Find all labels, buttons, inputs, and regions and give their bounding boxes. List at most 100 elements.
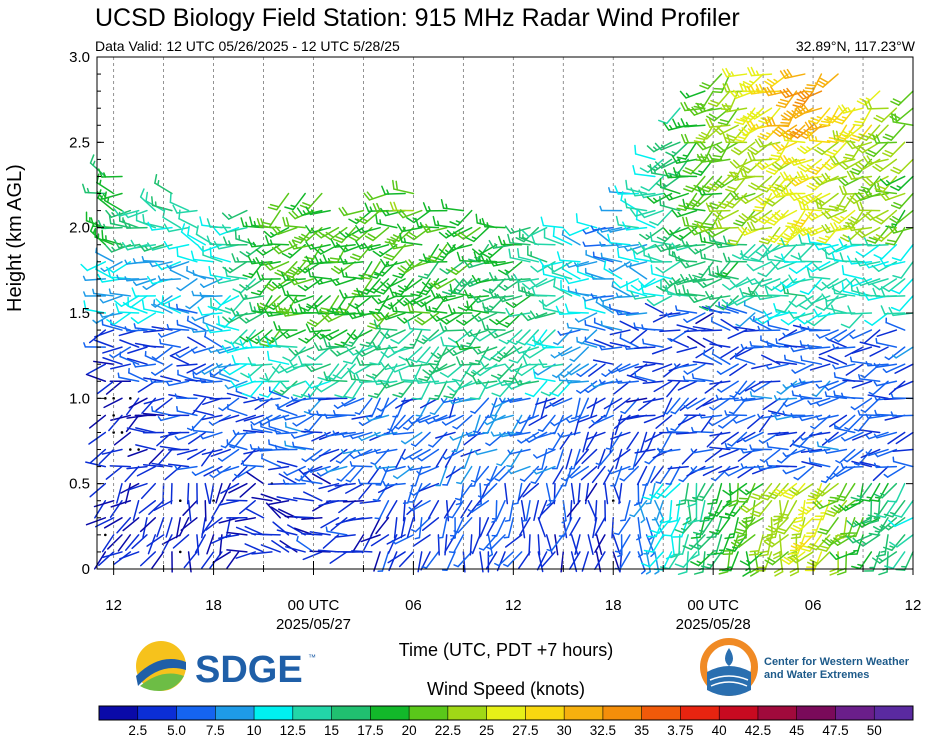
wind-barb [180, 517, 198, 531]
wind-barb [699, 175, 723, 193]
wind-barb [157, 448, 173, 466]
wind-barb [205, 517, 223, 531]
wind-barb [398, 551, 415, 568]
wind-barb [835, 448, 856, 464]
wind-barb-calm [120, 431, 124, 434]
wind-barb [674, 551, 698, 568]
wind-barb [845, 363, 864, 376]
wind-barb [183, 551, 198, 569]
wind-barb [301, 430, 323, 434]
wind-barb [758, 431, 781, 444]
wind-barb [892, 456, 914, 468]
wind-barb [860, 482, 881, 502]
wind-barb [682, 284, 706, 297]
wind-barb [520, 499, 526, 522]
wind-barb [82, 183, 107, 195]
wind-barb [737, 465, 756, 479]
wind-barb [368, 295, 390, 314]
wind-barb [864, 312, 889, 326]
wind-barb [271, 225, 298, 236]
wind-barb [455, 482, 465, 506]
wind-barb [718, 414, 739, 429]
wind-barb [311, 431, 331, 442]
wind-barb [716, 261, 739, 278]
wind-barb [883, 534, 906, 551]
wind-barb [351, 517, 373, 521]
wind-barb [438, 312, 465, 325]
wind-barb [233, 329, 256, 347]
wind-barb [232, 429, 256, 436]
wind-barb [341, 397, 365, 407]
wind-barb [333, 397, 356, 409]
wind-barb [338, 243, 365, 253]
wind-barb [865, 448, 889, 457]
wind-barb [538, 499, 548, 521]
wind-barb [873, 462, 898, 469]
wind-barb [818, 356, 839, 365]
wind-barb [804, 226, 831, 237]
wind-barb [800, 448, 823, 453]
wind-barb [243, 397, 265, 404]
wind-barb [479, 517, 490, 537]
wind-barb [630, 329, 648, 344]
wind-barb [160, 375, 182, 383]
wind-barb [242, 429, 265, 434]
wind-barb [447, 499, 465, 519]
wind-barb [266, 350, 290, 365]
wind-barb [656, 431, 673, 451]
wind-barb [408, 499, 431, 512]
wind-barb [472, 329, 498, 342]
wind-barb [377, 551, 390, 572]
wind-barb [838, 158, 864, 170]
wind-barb [625, 179, 648, 195]
wind-barb [116, 482, 123, 504]
wind-barb [739, 158, 764, 174]
wind-barb [626, 431, 639, 450]
wind-barb [721, 67, 748, 78]
wind-barb [854, 226, 881, 239]
wind-barb [780, 184, 806, 195]
data-valid-range: Data Valid: 12 UTC 05/26/2025 - 12 UTC 5… [95, 38, 400, 54]
wind-barb [199, 216, 223, 229]
wind-barb [790, 243, 814, 260]
wind-barb [206, 218, 231, 229]
wind-barb [735, 312, 756, 328]
wind-barb [142, 412, 165, 417]
wind-barb [747, 151, 773, 162]
wind-barb [533, 499, 540, 521]
wind-barb [382, 480, 406, 487]
wind-barb [338, 206, 365, 217]
wind-barb [636, 465, 648, 486]
wind-barb [676, 346, 698, 354]
wind-barb [388, 239, 415, 250]
wind-barb [141, 255, 165, 263]
wind-barb [276, 529, 298, 536]
wind-barb [821, 431, 839, 446]
wind-barb [229, 431, 248, 449]
wind-barb [119, 551, 140, 560]
wind-barb [416, 414, 440, 424]
colorbar-tick-label: 30 [557, 723, 572, 738]
wind-barb [155, 295, 182, 306]
wind-barb [565, 448, 573, 470]
wind-barb [530, 261, 556, 273]
wind-barb [464, 363, 490, 378]
wind-barb [421, 223, 448, 234]
cw3e-logo: Center for Western Weather and Water Ext… [700, 638, 910, 696]
wind-barb [132, 258, 157, 264]
wind-barb [185, 295, 206, 310]
wind-barb [372, 341, 398, 351]
wind-barb [151, 326, 173, 331]
wind-barb [394, 414, 415, 430]
wind-barb [349, 448, 373, 459]
wind-barb [642, 380, 664, 384]
wind-barb [765, 226, 789, 243]
wind-barb [400, 431, 423, 445]
wind-barb [699, 248, 723, 263]
wind-barb [779, 171, 806, 181]
wind-barb [375, 465, 390, 486]
wind-barb [865, 141, 889, 158]
wind-barb [607, 465, 631, 475]
wind-barb [187, 499, 192, 522]
wind-barb [724, 442, 748, 451]
